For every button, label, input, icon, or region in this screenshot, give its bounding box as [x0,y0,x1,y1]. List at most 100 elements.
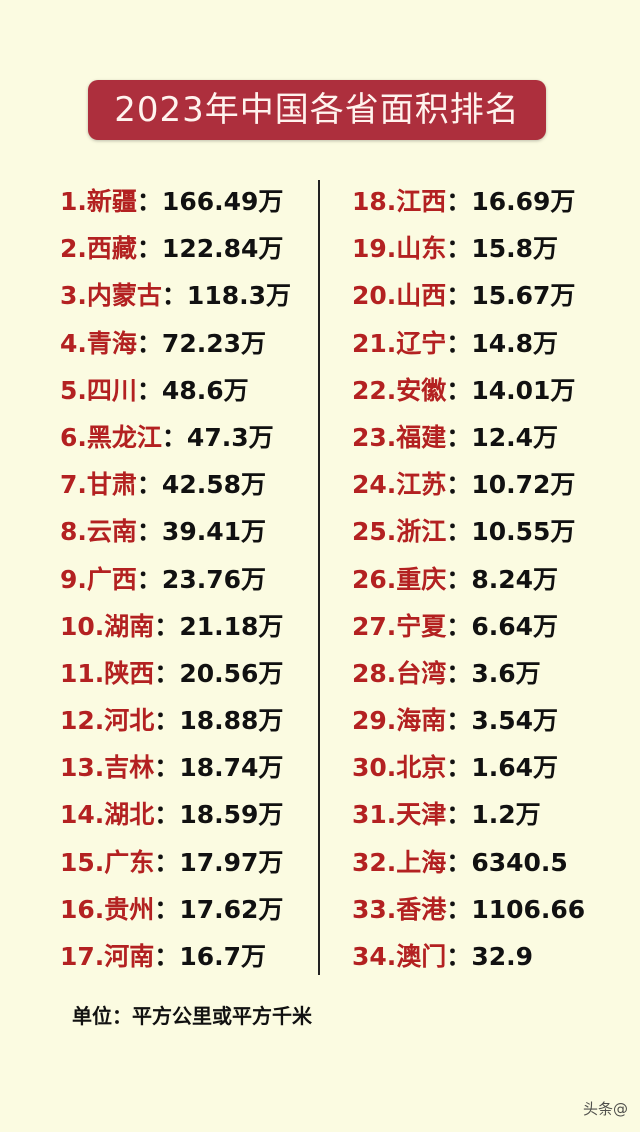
separator: ： [446,564,472,594]
list-item: 4.青海：72.23万 [60,320,291,367]
area-value: 17.62万 [179,894,284,924]
area-value: 17.97万 [179,847,284,877]
separator: ： [446,753,472,783]
province-name: 24.江苏 [352,470,447,500]
province-name: 25.浙江 [352,517,447,547]
list-item: 32.上海：6340.5 [352,839,585,886]
list-item: 1.新疆：166.49万 [60,178,291,225]
list-item: 27.宁夏：6.64万 [352,603,585,650]
area-value: 21.18万 [179,611,284,641]
list-item: 33.香港：1106.66 [352,886,585,933]
separator: ： [446,894,472,924]
area-value: 32.9 [471,942,533,971]
area-value: 42.58万 [161,470,266,500]
list-item: 28.台湾：3.6万 [352,650,585,697]
province-name: 8.云南 [60,517,137,547]
list-item: 29.海南：3.54万 [352,697,585,744]
separator: ： [446,517,472,547]
list-item: 24.江苏：10.72万 [352,461,585,508]
province-name: 23.福建 [352,422,447,452]
province-name: 11.陕西 [60,658,155,688]
list-item: 15.广东：17.97万 [60,839,291,886]
list-item: 30.北京：1.64万 [352,744,585,791]
area-value: 12.4万 [471,422,558,452]
separator: ： [446,611,472,641]
unit-note: 单位：平方公里或平方千米 [72,1004,312,1028]
province-name: 14.湖北 [60,800,155,830]
area-value: 3.54万 [471,706,558,736]
province-name: 6.黑龙江 [60,422,162,452]
list-item: 23.福建：12.4万 [352,414,585,461]
separator: ： [154,658,180,688]
list-item: 20.山西：15.67万 [352,272,585,319]
area-value: 16.7万 [179,942,266,971]
list-item: 26.重庆：8.24万 [352,556,585,603]
province-name: 30.北京 [352,753,447,783]
area-value: 16.69万 [471,187,576,216]
list-item: 6.黑龙江：47.3万 [60,414,291,461]
area-value: 18.59万 [179,800,284,830]
list-item: 12.河北：18.88万 [60,697,291,744]
area-value: 10.55万 [471,517,576,547]
area-value: 23.76万 [161,564,266,594]
list-item: 2.西藏：122.84万 [60,225,291,272]
area-value: 1106.66 [471,894,586,924]
area-value: 47.3万 [186,422,274,452]
area-value: 48.6万 [161,375,249,405]
province-name: 19.山东 [352,234,447,264]
list-item: 8.云南：39.41万 [60,508,291,555]
area-value: 6.64万 [471,611,558,641]
area-value: 1.2万 [471,800,541,830]
area-value: 15.8万 [471,234,558,264]
area-value: 14.8万 [471,328,558,358]
separator: ： [136,564,162,594]
province-name: 27.宁夏 [352,611,447,641]
separator: ： [446,800,472,830]
list-item: 17.河南：16.7万 [60,933,291,980]
area-value: 1.64万 [471,753,558,783]
list-item: 16.贵州：17.62万 [60,886,291,933]
area-value: 6340.5 [471,847,568,877]
separator: ： [154,800,180,830]
watermark: 头条@ [582,1100,628,1118]
province-name: 5.四川 [60,375,137,405]
separator: ： [136,470,162,500]
area-value: 39.41万 [161,517,266,547]
province-name: 18.江西 [352,187,447,216]
area-value: 72.23万 [161,328,266,358]
province-name: 22.安徽 [352,375,447,405]
column-divider [318,180,320,975]
separator: ： [446,375,472,405]
separator: ： [446,187,472,216]
separator: ： [446,942,472,971]
area-value: 20.56万 [179,658,284,688]
separator: ： [446,470,472,500]
province-name: 16.贵州 [60,894,155,924]
separator: ： [446,281,472,311]
separator: ： [154,753,180,783]
list-item: 18.江西：16.69万 [352,178,585,225]
list-item: 5.四川：48.6万 [60,367,291,414]
list-item: 22.安徽：14.01万 [352,367,585,414]
area-value: 122.84万 [161,234,284,264]
area-value: 166.49万 [161,187,284,216]
province-name: 12.河北 [60,706,155,736]
separator: ： [446,658,472,688]
separator: ： [154,894,180,924]
list-item: 21.辽宁：14.8万 [352,320,585,367]
separator: ： [154,706,180,736]
separator: ： [154,942,180,971]
area-value: 8.24万 [471,564,558,594]
area-value: 14.01万 [471,375,576,405]
province-name: 21.辽宁 [352,328,447,358]
area-value: 15.67万 [471,281,576,311]
area-value: 10.72万 [471,470,576,500]
list-item: 11.陕西：20.56万 [60,650,291,697]
area-value: 18.88万 [179,706,284,736]
province-name: 20.山西 [352,281,447,311]
separator: ： [136,234,162,264]
separator: ： [154,847,180,877]
separator: ： [446,234,472,264]
province-name: 7.甘肃 [60,470,137,500]
separator: ： [161,422,187,452]
